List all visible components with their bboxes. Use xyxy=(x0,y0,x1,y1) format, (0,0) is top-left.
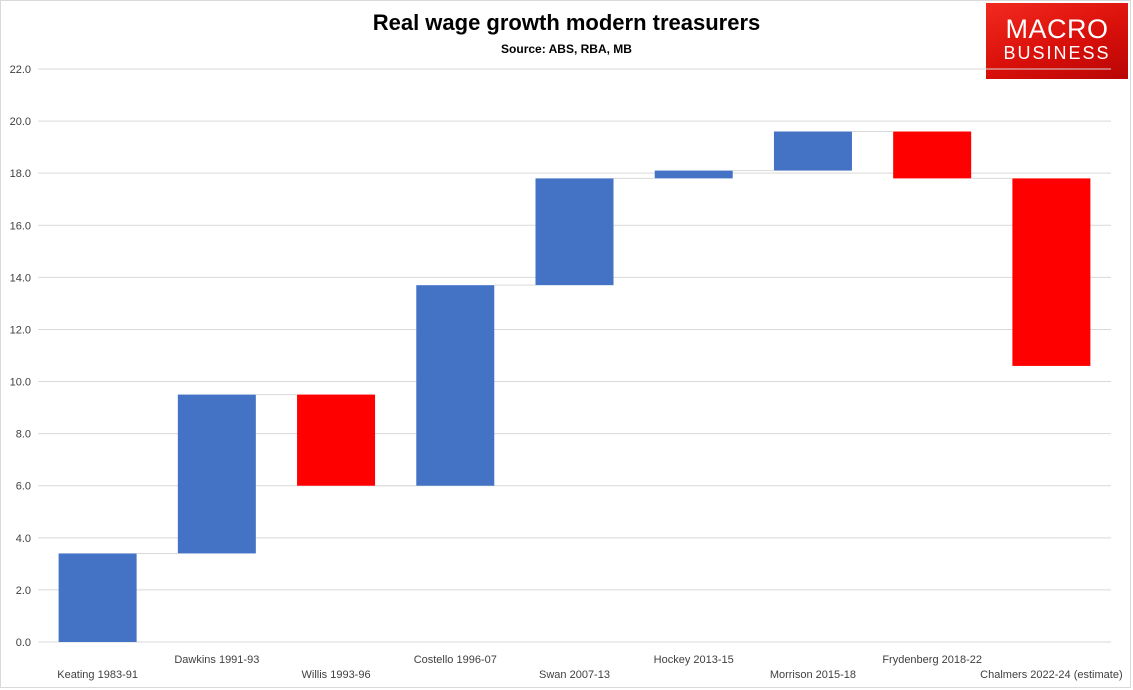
y-tick-label: 16.0 xyxy=(10,220,31,232)
y-tick-label: 8.0 xyxy=(16,429,31,441)
x-category-label: Keating 1983-91 xyxy=(57,669,138,681)
waterfall-bar xyxy=(297,394,376,486)
x-category-label: Chalmers 2022-24 (estimate) xyxy=(980,669,1122,681)
x-category-label: Frydenberg 2018-22 xyxy=(882,654,982,666)
y-tick-label: 0.0 xyxy=(16,637,31,649)
logo-line-1: MACRO xyxy=(1005,14,1109,44)
x-category-label: Swan 2007-13 xyxy=(539,669,610,681)
logo-line-2: BUSINESS xyxy=(1003,43,1111,63)
waterfall-bar xyxy=(773,131,852,171)
y-tick-label: 12.0 xyxy=(10,324,31,336)
x-category-label: Morrison 2015-18 xyxy=(770,669,856,681)
y-tick-label: 6.0 xyxy=(16,481,31,493)
x-category-label: Hockey 2013-15 xyxy=(654,654,734,666)
y-tick-label: 10.0 xyxy=(10,377,31,389)
y-tick-label: 14.0 xyxy=(10,272,31,284)
macro-business-logo: MACRO BUSINESS xyxy=(986,3,1128,79)
y-tick-label: 18.0 xyxy=(10,168,31,180)
y-tick-label: 20.0 xyxy=(10,116,31,128)
waterfall-bar xyxy=(177,394,256,554)
y-tick-label: 2.0 xyxy=(16,585,31,597)
y-tick-label: 22.0 xyxy=(10,64,31,76)
y-tick-label: 4.0 xyxy=(16,533,31,545)
waterfall-bar xyxy=(535,178,614,286)
x-category-label: Willis 1993-96 xyxy=(302,669,371,681)
waterfall-bar xyxy=(416,285,495,486)
waterfall-bar xyxy=(58,553,137,642)
x-category-label: Costello 1996-07 xyxy=(414,654,497,666)
waterfall-bar xyxy=(654,170,733,179)
x-category-label: Dawkins 1991-93 xyxy=(174,654,259,666)
chart-title: Real wage growth modern treasurers xyxy=(372,10,761,35)
chart-subtitle: Source: ABS, RBA, MB xyxy=(501,42,632,56)
waterfall-bar xyxy=(1012,178,1091,366)
waterfall-bar xyxy=(893,131,972,179)
